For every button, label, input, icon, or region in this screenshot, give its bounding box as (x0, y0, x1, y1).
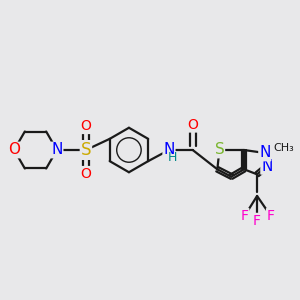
Text: F: F (241, 209, 249, 223)
Text: H: H (168, 151, 178, 164)
Text: F: F (267, 209, 275, 223)
Text: N: N (259, 146, 271, 160)
Text: N: N (163, 142, 175, 158)
Text: N: N (51, 142, 62, 158)
Text: S: S (214, 142, 224, 158)
Text: O: O (187, 118, 198, 132)
Text: N: N (261, 159, 273, 174)
Text: O: O (80, 119, 92, 133)
Text: S: S (81, 141, 91, 159)
Text: F: F (253, 214, 261, 228)
Text: O: O (80, 167, 92, 181)
Text: CH₃: CH₃ (273, 142, 294, 153)
Text: O: O (8, 142, 20, 158)
